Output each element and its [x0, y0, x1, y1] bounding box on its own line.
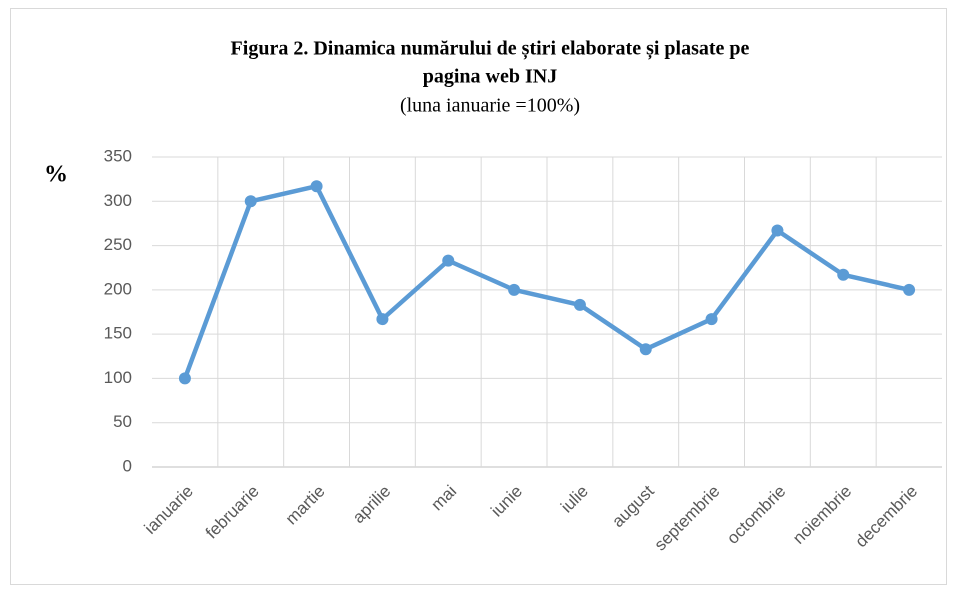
y-axis-label: % — [44, 162, 68, 188]
marker — [639, 343, 652, 356]
marker — [244, 195, 257, 208]
y-tick-label: 100 — [104, 368, 132, 387]
marker — [310, 180, 323, 193]
line — [182, 183, 910, 380]
marker — [705, 313, 718, 326]
marker — [508, 283, 521, 296]
marker — [573, 298, 586, 311]
chart-title: Figura 2. Dinamica numărului de știri el… — [231, 38, 750, 61]
marker — [903, 283, 916, 296]
y-tick-label: 300 — [104, 191, 132, 210]
y-tick-label: 150 — [104, 324, 132, 343]
chart-subtitle: (luna ianuarie =100%) — [400, 95, 580, 117]
y-tick-label: 50 — [113, 412, 132, 431]
y-tick-label: 200 — [104, 279, 132, 298]
marker — [376, 313, 389, 326]
marker — [178, 372, 191, 385]
y-tick-label: 0 — [123, 456, 132, 475]
y-tick-label: 250 — [104, 235, 132, 254]
chart-border — [10, 8, 947, 585]
marker — [442, 254, 455, 267]
chart-title: pagina web INJ — [423, 66, 557, 88]
marker — [771, 224, 784, 237]
y-tick-label: 350 — [104, 146, 132, 165]
marker — [837, 268, 850, 281]
